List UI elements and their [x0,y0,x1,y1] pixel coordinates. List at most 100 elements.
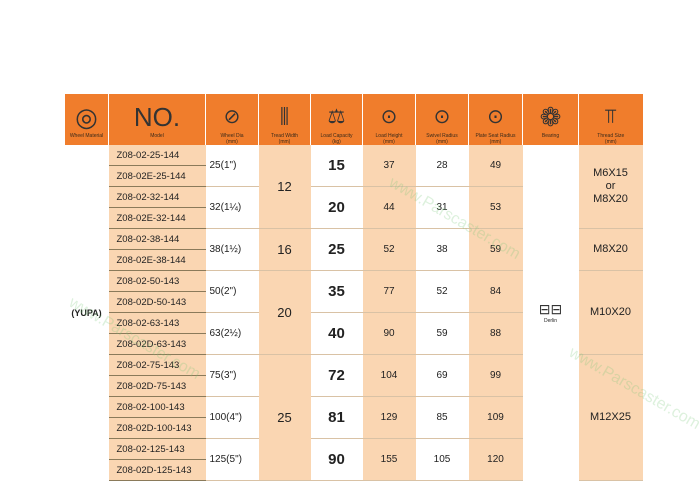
load-capacity-cell: 81 [310,396,363,439]
wheel-dia-cell: 75(3") [205,354,259,397]
load-capacity-cell: 20 [310,186,363,229]
swivel-radius-cell: 28 [415,145,469,187]
thread-stem-icon: ⫪ [605,106,617,128]
load-height-cell: 52 [362,228,416,271]
table-row: (YUPA) Z08-02-25-144 25(1") 12 15 37 28 49 ⊟⊟ Der… [65,145,643,324]
header-wheel-dia: ⊘ Wheel Dia (mm) [205,94,259,145]
load-height-cell: 37 [362,145,416,187]
thread-size-cell: M12X25 [578,354,643,481]
model-cell: Z08-02D-125-143 [108,459,206,481]
tread-width-cell: 20 [258,270,311,355]
plate-seat-radius-cell: 59 [468,228,523,271]
model-cell: Z08-02E-38-144 [108,249,206,271]
model-cell: Z08-02-125-143 [108,438,206,460]
load-capacity-cell: 72 [310,354,363,397]
plate-seat-radius-cell: 88 [468,312,523,355]
table-row: Z08-02E-32-144 [65,207,643,229]
load-height-cell: 155 [362,438,416,481]
header-load-height: ⊙ Load Height (mm) [362,94,416,145]
header-tread-width: ⫼ Tread Width (mm) [258,94,311,145]
caster-height-icon: ⊙ [380,106,398,128]
swivel-radius-cell: 38 [415,228,469,271]
thread-size-cell: M6X15 or M8X20 [578,145,643,229]
table-row: Z08-02-50-143 50(2") 20 35 77 52 84 M10X20 [65,270,643,355]
plate-seat-radius-cell: 84 [468,270,523,313]
header-model: NO. Model [108,94,206,145]
model-cell: Z08-02D-50-143 [108,291,206,313]
thread-size-cell: M8X20 [578,228,643,271]
plate-seat-radius-cell: 99 [468,354,523,397]
caster-swivel-icon: ⊙ [433,106,451,128]
load-capacity-cell: 40 [310,312,363,355]
wheel-dia-cell: 25(1") [205,145,259,187]
model-cell: Z08-02D-75-143 [108,375,206,397]
table-row: Z08-02-63-143 63(2½) 40 90 59 88 [65,312,643,355]
model-cell: Z08-02E-32-144 [108,207,206,229]
table-row: Z08-02E-25-144 [65,165,643,187]
table-row: Z08-02-125-143 125(5") 90 155 105 120 [65,438,643,481]
table-row: Z08-02D-50-143 [65,291,643,313]
caster-plate-icon: ⊙ [487,106,504,128]
load-height-cell: 90 [362,312,416,355]
table-row: Z08-02-38-144 38(1½) 16 25 52 38 59 M8X20 [65,228,643,271]
load-capacity-cell: 35 [310,270,363,313]
table-row: Z08-02D-100-143 [65,417,643,439]
swivel-radius-cell: 69 [415,354,469,397]
model-cell: Z08-02-63-143 [108,312,206,334]
header-swivel-radius: ⊙ Swivel Radius (mm) [415,94,469,145]
header-bearing: ❁ Bearing [522,94,579,145]
plate-seat-radius-cell: 120 [468,438,523,481]
model-cell: Z08-02D-100-143 [108,417,206,439]
model-cell: Z08-02D-63-143 [108,333,206,355]
load-height-cell: 77 [362,270,416,313]
swivel-radius-cell: 105 [415,438,469,481]
model-cell: Z08-02-25-144 [108,145,206,166]
load-capacity-cell: 90 [310,438,363,481]
wheel-dia-cell: 50(2") [205,270,259,313]
table-row: Z08-02E-38-144 [65,249,643,271]
load-capacity-cell: 15 [310,145,363,187]
spec-table: ◎ Wheel Material NO. Model ⊘ Wheel Dia (mm) … [64,94,643,481]
load-height-cell: 129 [362,396,416,439]
model-cell: Z08-02-50-143 [108,270,206,292]
load-height-cell: 104 [362,354,416,397]
table-row: Z08-02D-63-143 [65,333,643,355]
derlin-bearing-icon: ⊟⊟ [538,301,563,318]
caster-load-icon: ⚖ [327,106,346,128]
plate-seat-radius-cell: 53 [468,186,523,229]
table-row: Z08-02-75-143 75(3") 25 72 104 69 99 M12X25 [65,354,643,481]
swivel-radius-cell: 31 [415,186,469,229]
model-cell: Z08-02-75-143 [108,354,206,376]
thread-size-cell: M10X20 [578,270,643,355]
no-label: NO. [133,102,181,132]
swivel-radius-cell: 52 [415,270,469,313]
tread-width-cell: 25 [258,354,311,481]
wheel-dia-cell: 125(5") [205,438,259,481]
wheel-dia-cell: 38(1½) [205,228,259,271]
load-height-cell: 44 [362,186,416,229]
plate-seat-radius-cell: 109 [468,396,523,439]
wheel-icon: ◎ [75,102,98,132]
wheel-dia-cell: 100(4") [205,396,259,439]
header-thread-size: ⫪ Thread Size (mm) [578,94,643,145]
model-cell: Z08-02-32-144 [108,186,206,208]
bearing-icon: ❁ [539,102,562,132]
table-row: Z08-02D-75-143 [65,375,643,397]
swivel-radius-cell: 59 [415,312,469,355]
header-load-capacity: ⚖ Load Capacity (kg) [310,94,363,145]
bearing-cell: ⊟⊟ Derlin [523,145,579,481]
tread-width-cell: 12 [258,145,311,229]
wheel-dia-cell: 32(1¼) [205,186,259,229]
table-row: Z08-02-32-144 32(1¼) 20 44 31 53 [65,186,643,229]
load-capacity-cell: 25 [310,228,363,271]
wheel-material: (YUPA) [71,307,102,318]
table-row: Z08-02D-125-143 [65,459,643,481]
tread-width-cell: 16 [258,228,311,271]
tread-width-icon: ⫼ [279,106,290,128]
model-cell: Z08-02-100-143 [108,396,206,418]
model-cell: Z08-02-38-144 [108,228,206,250]
model-cell: Z08-02E-25-144 [108,165,206,187]
swivel-radius-cell: 85 [415,396,469,439]
table-row: Z08-02-100-143 100(4") 81 129 85 109 [65,396,643,439]
header-plate-seat-radius: ⊙ Plate Seat Radius (mm) [468,94,523,145]
